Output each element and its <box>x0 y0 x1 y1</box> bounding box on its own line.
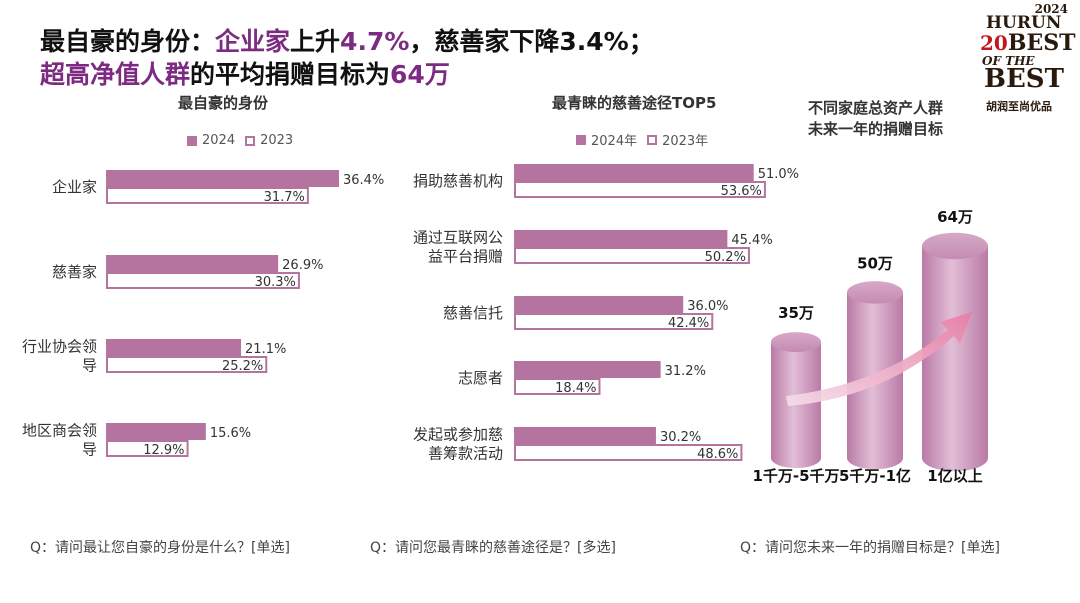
category-label: 发起或参加慈 <box>413 426 503 444</box>
cylinder-top <box>922 232 988 260</box>
bar-2023 <box>106 440 189 457</box>
cylinder-top <box>771 332 821 353</box>
title-text: ，慈善家下降3.4%； <box>409 27 654 56</box>
chart2-title: 最青睐的慈善途径TOP5 <box>552 94 717 112</box>
category-label: 导 <box>82 357 97 375</box>
title-highlight: 4.7% <box>340 27 410 56</box>
logo-year: 2024 <box>1034 2 1068 16</box>
title-text: 的平均捐赠目标为 <box>190 60 391 89</box>
data-label: 48.6% <box>697 447 738 462</box>
category-label: 行业协会领 <box>22 338 97 356</box>
bar-2023年 <box>514 313 714 330</box>
legend-swatch-2023 <box>245 135 256 146</box>
legend-label-2023: 2023 <box>260 133 294 148</box>
data-label: 12.9% <box>143 443 184 458</box>
category-label: 5千万-1亿 <box>839 467 911 485</box>
title-highlight: 超高净值人群 <box>40 60 191 89</box>
trend-arrow <box>786 312 972 406</box>
bar-2023年 <box>514 378 601 395</box>
value-label: 50万 <box>857 254 893 272</box>
hurun-best-of-the-best-logo: 2024 HURUN 20BEST OF THE BEST 胡润至尚优品 <box>978 2 1075 114</box>
bar-2024年 <box>514 296 684 313</box>
data-label: 45.4% <box>731 233 772 248</box>
cylinder-body <box>922 246 988 472</box>
legend-label-2024: 2024年 <box>591 134 638 149</box>
category-label: 企业家 <box>52 178 97 196</box>
chart2-legend: 2024年 2023年 <box>576 130 708 149</box>
data-label: 25.2% <box>222 359 263 374</box>
data-label: 30.3% <box>255 275 296 290</box>
logo-best-2: BEST <box>984 64 1064 94</box>
title-highlight: 64万 <box>390 60 450 89</box>
bar-2023 <box>106 187 309 204</box>
page-title-line-2: 超高净值人群的平均捐赠目标为64万 <box>40 55 450 91</box>
chart3-title-line-2: 未来一年的捐赠目标 <box>808 120 944 138</box>
bar-2023年 <box>514 444 743 461</box>
data-label: 21.1% <box>245 342 286 357</box>
category-label: 地区商会领 <box>22 422 97 440</box>
logo-best-text: BEST <box>1007 30 1076 56</box>
logo-number: 20 <box>980 31 1008 55</box>
chart1-title: 最自豪的身份 <box>178 94 269 112</box>
category-label: 导 <box>82 441 97 459</box>
logo-best: 20BEST <box>980 30 1075 56</box>
category-label: 慈善信托 <box>443 304 503 322</box>
cylinder-top <box>847 281 903 304</box>
bar-2024 <box>106 339 242 356</box>
legend-swatch-2024 <box>576 134 586 145</box>
legend-swatch-2023 <box>647 134 658 145</box>
chart1-legend: 2024 2023 <box>187 133 293 148</box>
data-label: 15.6% <box>210 426 251 441</box>
bar-2024年 <box>514 230 728 247</box>
bar-2024 <box>106 255 279 272</box>
category-label: 志愿者 <box>458 369 503 387</box>
logo-cn: 胡润至尚优品 <box>986 100 1052 113</box>
page-title-line-1: 最自豪的身份：企业家上升4.7%，慈善家下降3.4%； <box>40 22 654 58</box>
bar-2024年 <box>514 164 754 181</box>
data-label: 31.7% <box>264 190 305 205</box>
legend-label-2024: 2024 <box>202 133 236 148</box>
title-text: 最自豪的身份： <box>40 27 216 56</box>
value-label: 35万 <box>778 304 814 322</box>
category-label: 1千万-5千万 <box>752 467 839 485</box>
bar-2023 <box>106 272 300 289</box>
category-label: 益平台捐赠 <box>428 248 503 266</box>
category-label: 捐助慈善机构 <box>413 172 503 190</box>
bar-2023年 <box>514 181 766 198</box>
data-label: 30.2% <box>660 430 701 445</box>
legend-label-2023: 2023年 <box>662 134 709 149</box>
bar-2024 <box>106 170 339 187</box>
bar-2024年 <box>514 361 661 378</box>
title-highlight: 企业家 <box>215 27 291 56</box>
question-1: Q：请问最让您自豪的身份是什么？[单选] <box>30 540 290 556</box>
category-label: 慈善家 <box>52 263 97 281</box>
logo-hurun: HURUN <box>986 13 1062 33</box>
data-label: 53.6% <box>721 184 762 199</box>
data-label: 36.0% <box>687 299 728 314</box>
data-label: 18.4% <box>555 381 596 396</box>
legend-swatch-2024 <box>187 135 197 146</box>
data-label: 42.4% <box>668 316 709 331</box>
data-label: 51.0% <box>758 167 799 182</box>
bar-2023 <box>106 356 268 373</box>
value-label: 64万 <box>937 208 973 226</box>
data-label: 50.2% <box>705 250 746 265</box>
data-label: 26.9% <box>282 258 323 273</box>
category-label: 1亿以上 <box>927 467 982 485</box>
bar-2024年 <box>514 427 656 444</box>
logo-of-the: OF THE <box>982 54 1035 68</box>
question-2: Q：请问您最青睐的慈善途径是？[多选] <box>370 540 616 556</box>
bar-2023年 <box>514 247 750 264</box>
title-text: 上升 <box>290 27 341 56</box>
chart3-title-line-1: 不同家庭总资产人群 <box>808 99 944 117</box>
bar-2024 <box>106 423 206 440</box>
data-label: 31.2% <box>665 364 706 379</box>
question-3: Q：请问您未来一年的捐赠目标是？[单选] <box>740 540 1000 556</box>
category-label: 通过互联网公 <box>413 229 503 247</box>
data-label: 36.4% <box>343 173 384 188</box>
category-label: 善筹款活动 <box>428 445 503 463</box>
